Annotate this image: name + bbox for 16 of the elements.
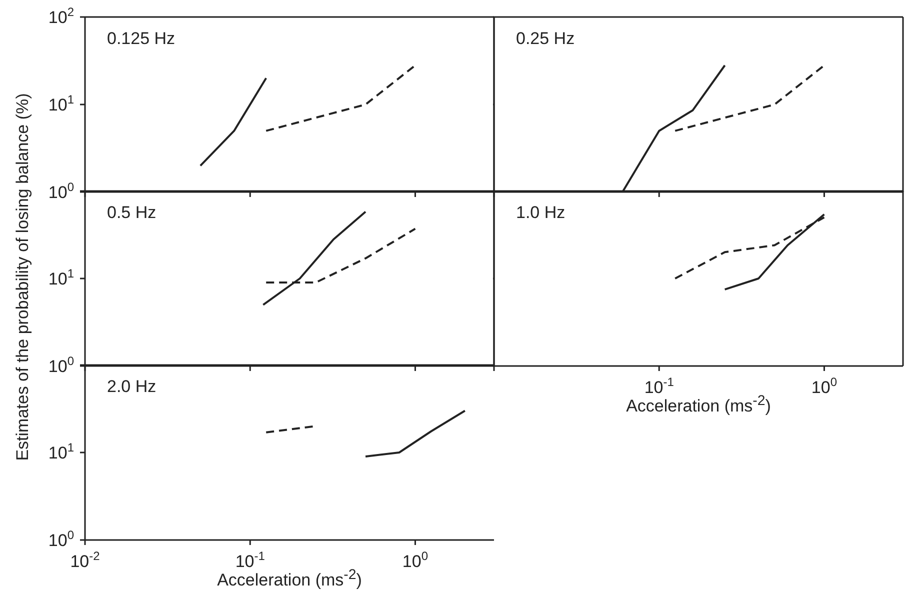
text: 0.125 Hz (107, 29, 176, 49)
y-tick-label: 10$^{0}$ (48, 354, 74, 376)
text: 0.5 Hz (107, 203, 156, 223)
text: 2.0 Hz (107, 377, 156, 397)
y-axis-title: Estimates of the probability of losing balance (%) (13, 92, 33, 463)
y-tick-label: 10$^{1}$ (48, 92, 74, 114)
x-tick-label: 10$^{-2}$ (70, 549, 100, 571)
y-tick-label: 10$^{0}$ (48, 180, 74, 202)
y-tick-label: 10$^{2}$ (48, 5, 74, 27)
y-tick-label: 10$^{1}$ (48, 266, 74, 288)
y-tick-label: 10$^{1}$ (48, 440, 74, 462)
x-tick-label: 10$^{0}$ (402, 549, 428, 571)
line-series (364, 410, 466, 458)
text: 0.25 Hz (516, 29, 575, 49)
y-tick-label: 10$^{0}$ (48, 528, 74, 550)
text: 1.0 Hz (516, 203, 566, 223)
